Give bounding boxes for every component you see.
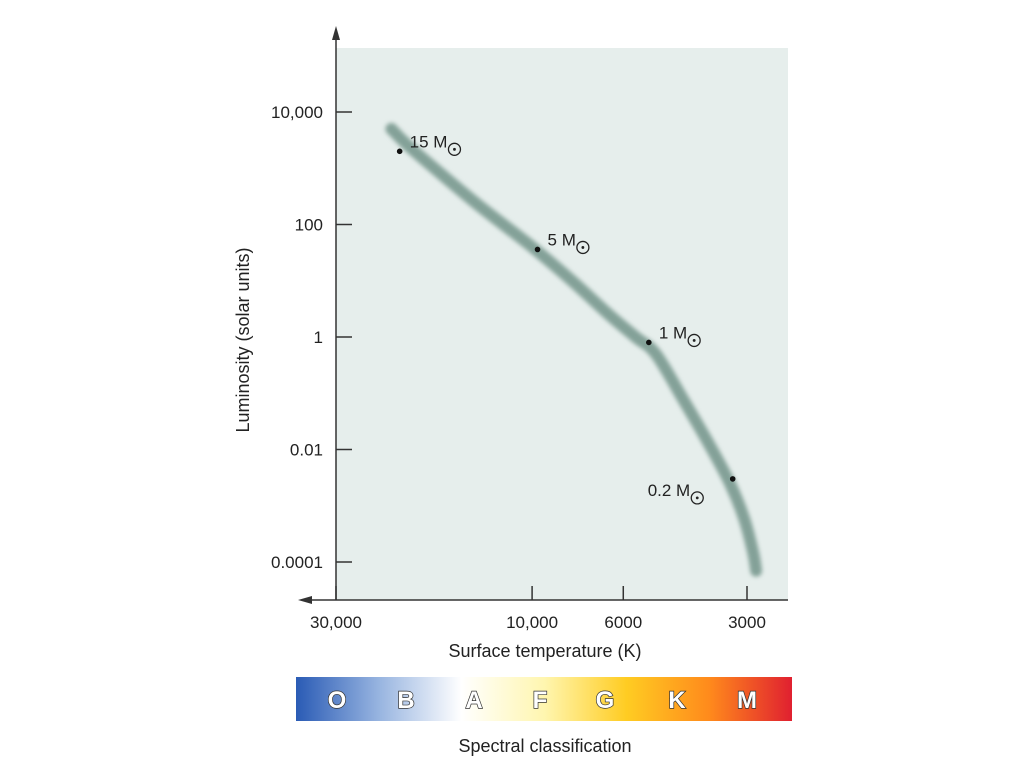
spectral-class-g: G bbox=[596, 687, 615, 714]
sun-symbol-icon bbox=[687, 333, 701, 348]
x-tick-label: 6000 bbox=[604, 613, 642, 632]
y-tick-label: 0.01 bbox=[290, 441, 323, 460]
plot-area bbox=[336, 48, 788, 600]
spectral-class-f: F bbox=[533, 687, 548, 714]
x-tick-label: 10,000 bbox=[506, 613, 558, 632]
mass-point bbox=[646, 339, 652, 346]
mass-point bbox=[396, 148, 403, 155]
mass-label: 0.2 M bbox=[648, 481, 691, 500]
y-tick-label: 10,000 bbox=[271, 103, 323, 122]
spectral-gradient-bar bbox=[296, 677, 792, 721]
spectral-class-b: B bbox=[397, 687, 414, 714]
y-ticks: 10,000 100 1 0.01 0.0001 bbox=[271, 103, 352, 572]
spectral-class-m: M bbox=[737, 687, 757, 714]
x-ticks: 30,000 10,000 6000 3000 bbox=[310, 586, 766, 632]
y-tick-label: 100 bbox=[295, 216, 323, 235]
spectral-class-k: K bbox=[668, 687, 686, 714]
x-tick-label: 3000 bbox=[728, 613, 766, 632]
y-axis-arrow bbox=[332, 26, 340, 40]
y-tick-label: 1 bbox=[314, 328, 323, 347]
mass-annotations: 15 M 5 M 1 M 0.2 M bbox=[396, 132, 736, 505]
mass-point bbox=[534, 246, 541, 253]
mass-label: 15 M bbox=[410, 132, 448, 151]
main-sequence-core bbox=[389, 126, 759, 573]
y-tick-label: 0.0001 bbox=[271, 553, 323, 572]
x-axis-title: Surface temperature (K) bbox=[448, 641, 641, 661]
y-axis-title: Luminosity (solar units) bbox=[233, 247, 253, 432]
spectral-class-o: O bbox=[328, 687, 347, 714]
x-tick-label: 30,000 bbox=[310, 613, 362, 632]
mass-point bbox=[729, 476, 736, 482]
sun-symbol-icon bbox=[576, 240, 590, 255]
axes bbox=[298, 26, 788, 604]
mass-label: 1 M bbox=[659, 323, 687, 342]
x-axis-arrow bbox=[298, 596, 312, 604]
mass-label: 5 M bbox=[548, 230, 576, 249]
sun-symbol-icon bbox=[447, 142, 462, 156]
sun-symbol-icon bbox=[690, 491, 704, 505]
spectral-title: Spectral classification bbox=[458, 736, 631, 756]
main-sequence-band bbox=[385, 122, 763, 577]
spectral-class-a: A bbox=[465, 687, 482, 714]
